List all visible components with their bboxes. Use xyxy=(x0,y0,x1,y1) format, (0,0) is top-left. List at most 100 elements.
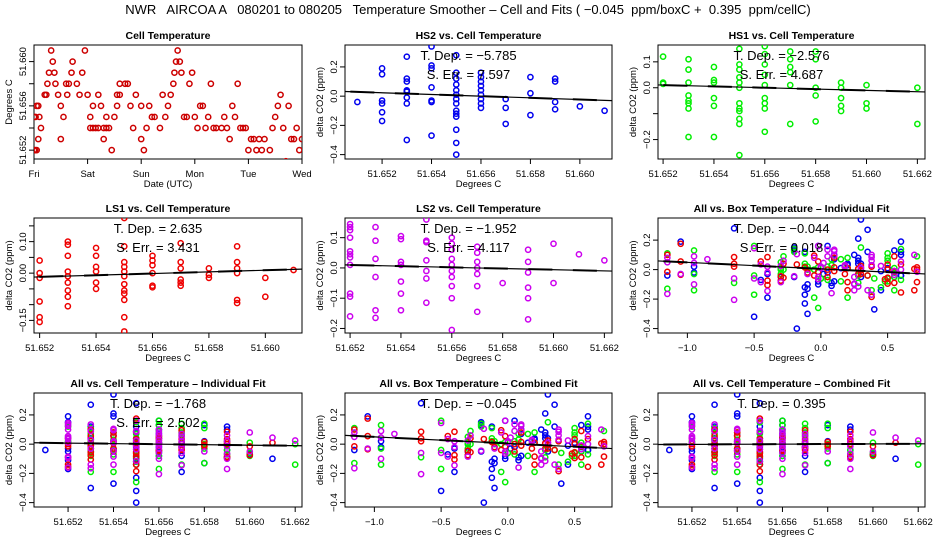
y-axis-label: delta CO2 (ppm) xyxy=(315,240,326,310)
data-point-ls2 xyxy=(688,439,696,447)
data-point-ls2 xyxy=(346,290,354,298)
data-point-ls1 xyxy=(417,428,425,436)
data-point-ls1 xyxy=(205,274,213,282)
data-point-hs1 xyxy=(761,105,769,112)
y-axis-label: delta CO2 (ppm) xyxy=(628,67,639,137)
data-point-ls1 xyxy=(824,273,831,281)
data-point-hs1 xyxy=(110,468,117,476)
data-point-cell xyxy=(78,69,86,77)
x-tick-label: −1.0 xyxy=(678,343,697,354)
data-point-hs2 xyxy=(502,104,510,112)
data-point-ls1 xyxy=(350,426,358,433)
data-point-ls1 xyxy=(756,415,764,422)
fit-segment xyxy=(796,87,821,91)
x-tick-label: Sun xyxy=(133,169,150,180)
y-tick-label: 0.1 xyxy=(329,231,340,244)
data-point-ls1 xyxy=(756,450,764,458)
data-point-cell xyxy=(295,146,302,154)
y-tick-label: 0.00 xyxy=(18,264,29,283)
data-point-cell xyxy=(298,135,302,143)
data-point-ls2 xyxy=(892,434,899,441)
data-point-hs1 xyxy=(863,99,870,107)
data-point-hs2 xyxy=(403,100,411,107)
y-tick-label: −0.2 xyxy=(642,290,653,309)
data-point-hs2 xyxy=(110,410,117,417)
data-point-hs1 xyxy=(877,283,885,291)
data-point-ls1 xyxy=(261,293,269,301)
data-point-hs1 xyxy=(564,458,572,466)
y-tick-label: −0.2 xyxy=(329,464,340,483)
data-point-ls1 xyxy=(64,241,72,249)
data-point-ls2 xyxy=(501,448,509,455)
x-tick-label: 51.654 xyxy=(386,343,415,354)
data-point-cell xyxy=(228,102,236,110)
data-point-ls2 xyxy=(377,455,385,463)
x-tick-label: 51.654 xyxy=(699,169,728,180)
data-point-hs2 xyxy=(801,468,809,476)
data-point-cell xyxy=(73,80,81,88)
y-tick-label: −0.2 xyxy=(18,464,29,483)
data-point-cell xyxy=(274,102,282,110)
data-point-hs2 xyxy=(452,100,460,107)
data-point-hs1 xyxy=(914,84,921,92)
x-tick-label: 51.662 xyxy=(590,343,619,354)
data-point-ls1 xyxy=(571,454,578,462)
data-point-ls1 xyxy=(913,278,921,286)
data-point-cell xyxy=(37,124,45,132)
data-point-hs2 xyxy=(178,468,185,476)
data-point-hs2 xyxy=(132,499,140,506)
x-tick-label: Wed xyxy=(292,169,311,180)
annotation-t-dep: T. Dep. = −0.045 xyxy=(420,396,516,411)
data-point-ls2 xyxy=(688,454,696,462)
data-point-hs1 xyxy=(761,45,769,50)
data-point-cell xyxy=(188,69,196,77)
data-point-cell xyxy=(277,91,284,99)
x-tick-label: 51.660 xyxy=(565,169,594,180)
data-point-ls2 xyxy=(448,282,456,290)
plot-frame xyxy=(344,217,613,334)
data-point-cell xyxy=(220,113,228,121)
data-point-ls2 xyxy=(711,464,718,472)
x-axis-label: Degrees C xyxy=(145,527,191,538)
fit-segment xyxy=(439,93,464,97)
data-point-ls1 xyxy=(177,265,185,272)
y-tick-label: −0.1 xyxy=(329,289,340,308)
data-point-hs1 xyxy=(511,451,518,458)
panel-all-vs-box-combined: All vs. Box Temperature – Combined Fit −1… xyxy=(315,378,613,538)
fit-line xyxy=(34,268,302,278)
y-tick-label: 0.0 xyxy=(642,81,653,94)
fit-segment xyxy=(394,436,419,441)
data-point-ls2 xyxy=(444,453,452,460)
data-point-hs2 xyxy=(378,65,386,72)
data-point-hs1 xyxy=(736,115,743,123)
data-point-ls2 xyxy=(764,287,771,295)
data-point-ls1 xyxy=(517,442,525,449)
data-point-ls2 xyxy=(524,246,532,254)
data-point-cell xyxy=(62,80,70,88)
data-point-ls2 xyxy=(346,250,354,258)
data-point-cell xyxy=(103,113,110,121)
data-point-ls2 xyxy=(524,284,532,291)
data-point-cell xyxy=(191,113,199,121)
plot-area xyxy=(658,218,925,332)
data-point-ls2 xyxy=(575,250,583,258)
data-point-cell xyxy=(199,102,207,110)
data-point-hs2 xyxy=(756,487,764,495)
data-point-ls2 xyxy=(178,433,185,441)
data-point-ls2 xyxy=(733,461,741,468)
y-tick-label: 51.660 xyxy=(18,47,29,76)
y-tick-label: −0.2 xyxy=(642,130,653,149)
data-point-cell xyxy=(180,113,188,121)
data-point-hs2 xyxy=(584,423,592,430)
data-point-hs1 xyxy=(897,276,905,284)
data-point-cell xyxy=(172,58,180,65)
data-point-hs1 xyxy=(291,440,299,448)
data-point-hs2 xyxy=(132,474,140,482)
data-point-hs2 xyxy=(711,401,718,409)
data-point-hs2 xyxy=(477,100,485,107)
panel-all-vs-cell-combined: All vs. Cell Temperature – Combined Fit 5… xyxy=(628,378,933,538)
data-point-ls1 xyxy=(87,448,95,456)
data-point-ls1 xyxy=(517,429,525,436)
panel-all-vs-cell-individual: All vs. Cell Temperature – Individual Fi… xyxy=(4,378,310,538)
data-point-ls2 xyxy=(824,252,831,260)
